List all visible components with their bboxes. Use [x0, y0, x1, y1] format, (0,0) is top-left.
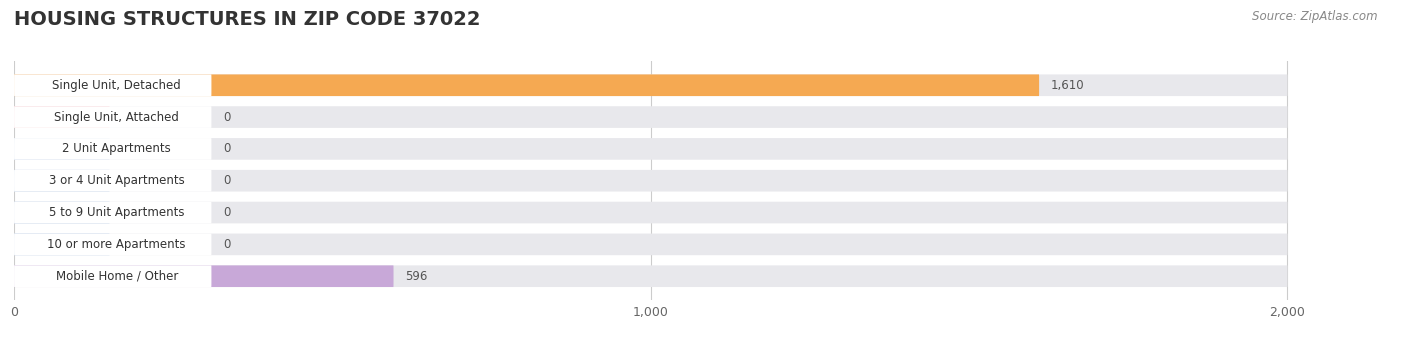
FancyBboxPatch shape: [14, 138, 110, 160]
FancyBboxPatch shape: [14, 265, 394, 287]
FancyBboxPatch shape: [14, 74, 211, 96]
FancyBboxPatch shape: [14, 138, 1288, 160]
FancyBboxPatch shape: [14, 234, 110, 255]
Text: 0: 0: [224, 143, 231, 155]
FancyBboxPatch shape: [14, 265, 211, 287]
FancyBboxPatch shape: [14, 202, 1288, 223]
FancyBboxPatch shape: [14, 170, 1288, 192]
FancyBboxPatch shape: [14, 170, 110, 192]
Text: Single Unit, Detached: Single Unit, Detached: [52, 79, 181, 92]
Text: 0: 0: [224, 238, 231, 251]
FancyBboxPatch shape: [14, 170, 211, 192]
FancyBboxPatch shape: [14, 74, 1039, 96]
FancyBboxPatch shape: [14, 106, 1288, 128]
FancyBboxPatch shape: [14, 106, 211, 128]
FancyBboxPatch shape: [14, 202, 211, 223]
Text: 10 or more Apartments: 10 or more Apartments: [48, 238, 186, 251]
Text: 2 Unit Apartments: 2 Unit Apartments: [62, 143, 172, 155]
Text: Source: ZipAtlas.com: Source: ZipAtlas.com: [1253, 10, 1378, 23]
FancyBboxPatch shape: [14, 74, 1288, 96]
Text: Mobile Home / Other: Mobile Home / Other: [55, 270, 179, 283]
Text: 0: 0: [224, 174, 231, 187]
FancyBboxPatch shape: [14, 265, 1288, 287]
FancyBboxPatch shape: [14, 106, 110, 128]
Text: Single Unit, Attached: Single Unit, Attached: [55, 110, 179, 123]
Text: 0: 0: [224, 206, 231, 219]
FancyBboxPatch shape: [14, 234, 211, 255]
Text: 3 or 4 Unit Apartments: 3 or 4 Unit Apartments: [49, 174, 184, 187]
FancyBboxPatch shape: [14, 202, 110, 223]
FancyBboxPatch shape: [14, 234, 1288, 255]
Text: 596: 596: [405, 270, 427, 283]
Text: 5 to 9 Unit Apartments: 5 to 9 Unit Apartments: [49, 206, 184, 219]
Text: HOUSING STRUCTURES IN ZIP CODE 37022: HOUSING STRUCTURES IN ZIP CODE 37022: [14, 10, 481, 29]
Text: 1,610: 1,610: [1050, 79, 1084, 92]
Text: 0: 0: [224, 110, 231, 123]
FancyBboxPatch shape: [14, 138, 211, 160]
